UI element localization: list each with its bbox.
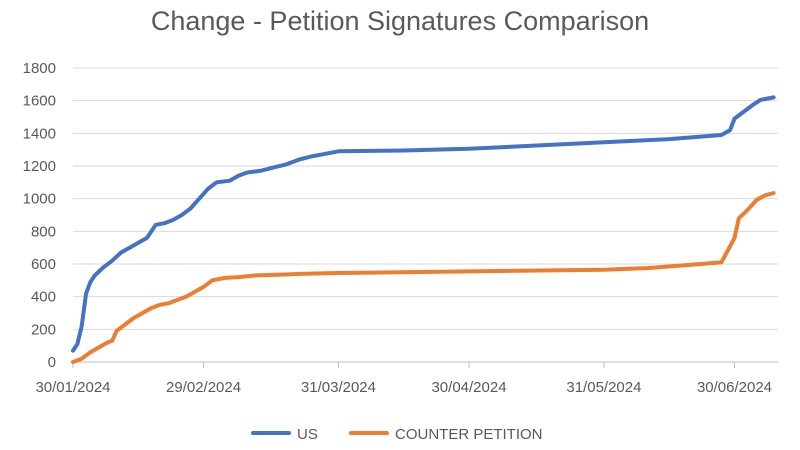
legend-item-counter-petition[interactable]: COUNTER PETITION (349, 426, 543, 443)
y-tick-label: 800 (31, 223, 56, 240)
y-tick-label: 1800 (23, 60, 56, 77)
y-tick-label: 1400 (23, 125, 56, 142)
y-tick-label: 1000 (23, 191, 56, 208)
x-axis-ticks: 30/01/2024 29/02/2024 31/03/2024 30/04/2024… (35, 362, 772, 396)
y-tick-label: 1600 (23, 93, 56, 110)
legend-label-counter-petition: COUNTER PETITION (395, 426, 543, 443)
series-lines (71, 95, 776, 364)
y-tick-label: 400 (31, 289, 56, 306)
legend: US COUNTER PETITION (251, 426, 543, 443)
y-tick-label: 200 (31, 321, 56, 338)
gridlines (73, 67, 778, 330)
x-tick-label: 30/06/2024 (697, 379, 772, 396)
x-tick-label: 30/01/2024 (35, 379, 110, 396)
y-tick-label: 600 (31, 256, 56, 273)
chart-title: Change - Petition Signatures Comparison (151, 6, 649, 36)
legend-label-us: US (297, 426, 318, 443)
x-tick-label: 29/02/2024 (166, 379, 241, 396)
legend-item-us[interactable]: US (251, 426, 318, 443)
y-axis-ticks: 0 200 400 600 800 1000 1200 1400 1600 1800 (23, 60, 56, 371)
y-tick-label: 1200 (23, 158, 56, 175)
x-tick-label: 30/04/2024 (431, 379, 506, 396)
series-line-us (71, 95, 776, 353)
series-line-counter-petition (71, 191, 776, 364)
y-tick-label: 0 (48, 354, 56, 371)
x-tick-label: 31/03/2024 (301, 379, 376, 396)
x-tick-label: 31/05/2024 (566, 379, 641, 396)
